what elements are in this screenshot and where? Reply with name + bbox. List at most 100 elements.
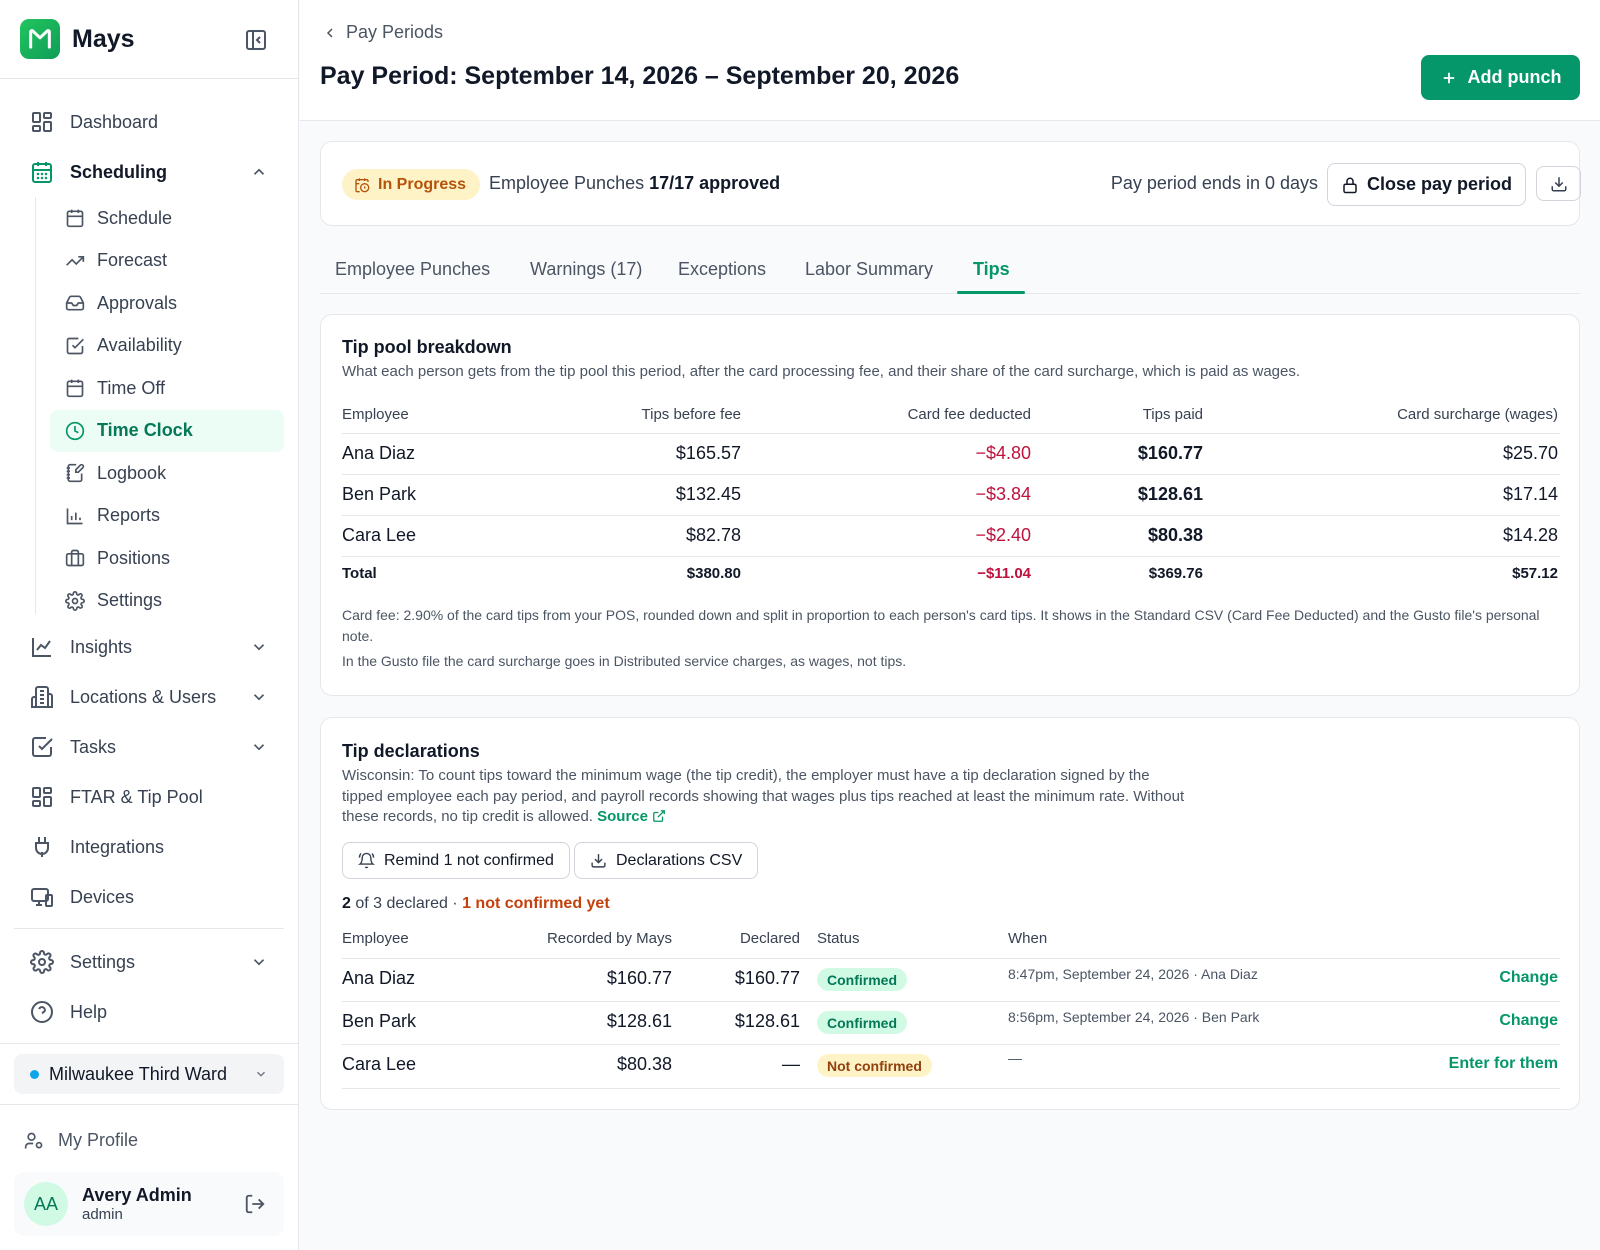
subnav-approvals[interactable]: Approvals — [50, 282, 284, 325]
chevron-up-icon[interactable] — [250, 163, 268, 181]
table-cell-tips-before: $132.45 — [675, 484, 741, 504]
status-badge: Confirmed — [817, 968, 907, 991]
devices-icon — [30, 885, 54, 909]
subnav-time-clock[interactable]: Time Clock — [50, 409, 284, 452]
nav-integrations[interactable]: Integrations — [14, 822, 284, 872]
calendar-clock-icon — [354, 177, 370, 193]
nav-locations-users[interactable]: Locations & Users — [14, 672, 284, 722]
column-header: Card fee deducted — [907, 406, 1031, 423]
app-logo[interactable] — [20, 19, 60, 59]
declarations-title: Tip declarations — [342, 741, 480, 761]
declaration-when: 8:47pm, September 24, 2026 · Ana Diaz — [1008, 966, 1258, 982]
declaration-recorded: $160.77 — [606, 968, 672, 988]
tab-exceptions[interactable]: Exceptions — [678, 259, 767, 279]
punch-summary-label: Employee Punches — [489, 173, 645, 193]
subnav-time-clock-label: Time Clock — [97, 420, 193, 441]
status-badge: Not confirmed — [817, 1054, 932, 1077]
calendar-icon — [65, 378, 85, 398]
location-selector[interactable]: Milwaukee Third Ward — [14, 1054, 284, 1094]
table-cell-tips-paid: $80.38 — [1147, 525, 1203, 545]
my-profile-link[interactable]: My Profile — [24, 1130, 138, 1151]
declaration-employee: Ben Park — [342, 1011, 417, 1031]
total-fee: −$11.04 — [977, 565, 1031, 582]
subnav-reports[interactable]: Reports — [50, 495, 284, 538]
nav-tasks[interactable]: Tasks — [14, 722, 284, 772]
not-confirmed-warning: 1 not confirmed yet — [462, 895, 610, 912]
tab-warnings[interactable]: Warnings (17) — [530, 259, 643, 279]
nav-integrations-label: Integrations — [70, 836, 165, 857]
download-button[interactable] — [1536, 166, 1581, 201]
subnav-availability[interactable]: Availability — [50, 325, 284, 368]
card-fee-note: Card fee: 2.90% of the card tips from yo… — [342, 607, 1540, 644]
nav-devices[interactable]: Devices — [14, 872, 284, 922]
declarations-description: Wisconsin: To count tips toward the mini… — [342, 766, 1192, 828]
user-name: Avery Admin — [82, 1185, 192, 1205]
pay-period-status-card: In Progress Employee Punches 17/17 appro… — [320, 141, 1581, 226]
building-icon — [30, 685, 54, 709]
nav-settings[interactable]: Settings — [14, 937, 284, 987]
subnav-schedule[interactable]: Schedule — [50, 197, 284, 240]
subnav-forecast[interactable]: Forecast — [50, 240, 284, 283]
declaration-employee: Cara Lee — [342, 1054, 417, 1074]
plus-icon — [1440, 69, 1458, 87]
add-punch-label: Add punch — [1467, 67, 1562, 87]
scheduling-subnav: Schedule Forecast Approvals Availability… — [14, 197, 284, 622]
nav-scheduling[interactable]: Scheduling — [14, 147, 284, 197]
briefcase-icon — [65, 548, 85, 568]
chevron-down-icon[interactable] — [250, 738, 268, 756]
subnav-availability-label: Availability — [97, 335, 182, 356]
sidebar-collapse-icon[interactable] — [244, 28, 268, 52]
subnav-logbook[interactable]: Logbook — [50, 452, 284, 495]
column-header: Card surcharge (wages) — [1397, 406, 1558, 423]
nav-help[interactable]: Help — [14, 987, 284, 1037]
table-cell-surcharge: $25.70 — [1502, 443, 1558, 463]
nav-scheduling-label: Scheduling — [70, 161, 168, 182]
source-link[interactable]: Source — [597, 808, 666, 825]
nav-dashboard-label: Dashboard — [70, 111, 159, 132]
subnav-time-off[interactable]: Time Off — [50, 367, 284, 410]
chevron-down-icon — [254, 1067, 268, 1081]
enter-for-them-link[interactable]: Enter for them — [1448, 1055, 1558, 1072]
add-punch-button[interactable]: Add punch — [1421, 55, 1580, 100]
nav-tasks-label: Tasks — [70, 736, 117, 757]
total-tips-paid: $369.76 — [1148, 565, 1203, 582]
dashboard-icon — [30, 110, 54, 134]
chevron-down-icon[interactable] — [250, 953, 268, 971]
nav-dashboard[interactable]: Dashboard — [14, 97, 284, 147]
subnav-schedule-label: Schedule — [97, 207, 173, 228]
subnav-positions[interactable]: Positions — [50, 537, 284, 580]
declarations-csv-button[interactable]: Declarations CSV — [574, 842, 759, 879]
table-cell-fee: −$4.80 — [975, 443, 1031, 463]
table-cell-surcharge: $17.14 — [1502, 484, 1558, 504]
total-tips-before: $380.80 — [686, 565, 741, 582]
subnav-settings[interactable]: Settings — [50, 580, 284, 623]
tab-employee-punches[interactable]: Employee Punches — [335, 259, 491, 279]
chevron-down-icon[interactable] — [250, 688, 268, 706]
logout-icon[interactable] — [244, 1193, 266, 1215]
status-badge-label: In Progress — [378, 175, 467, 193]
declaration-declared: $160.77 — [734, 968, 800, 988]
breadcrumb[interactable]: Pay Periods — [322, 22, 443, 43]
declarations-description-text: Wisconsin: To count tips toward the mini… — [342, 767, 1185, 825]
check-square-icon — [65, 336, 85, 356]
user-info: Avery Admin admin — [82, 1185, 192, 1223]
change-link[interactable]: Change — [1499, 1012, 1558, 1029]
grid-icon — [30, 785, 54, 809]
plug-icon — [30, 835, 54, 859]
tab-labor-summary[interactable]: Labor Summary — [805, 259, 934, 279]
column-header: Employee — [342, 930, 409, 947]
nav-insights[interactable]: Insights — [14, 622, 284, 672]
remind-button[interactable]: Remind 1 not confirmed — [342, 842, 570, 879]
user-card: AA Avery Admin admin — [14, 1172, 284, 1236]
nav-devices-label: Devices — [70, 886, 135, 907]
tab-tips[interactable]: Tips — [973, 259, 1010, 279]
table-divider — [342, 474, 1560, 475]
table-cell-fee: −$3.84 — [975, 484, 1031, 504]
close-pay-period-button[interactable]: Close pay period — [1327, 163, 1526, 206]
breadcrumb-label: Pay Periods — [346, 22, 444, 42]
gear-icon — [30, 950, 54, 974]
table-cell-employee: Ana Diaz — [342, 443, 416, 463]
chevron-down-icon[interactable] — [250, 638, 268, 656]
nav-ftar-tip-pool[interactable]: FTAR & Tip Pool — [14, 772, 284, 822]
change-link[interactable]: Change — [1499, 969, 1558, 986]
